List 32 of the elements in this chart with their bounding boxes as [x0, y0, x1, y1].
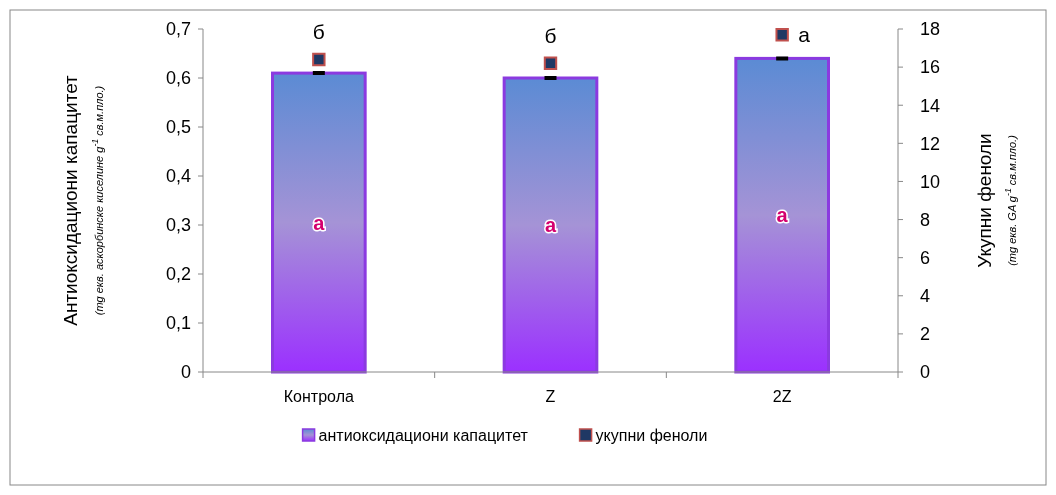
y2-tick-label: 12	[920, 133, 941, 154]
bar	[271, 71, 367, 374]
y-tick-label: 0,2	[165, 264, 191, 285]
y2-tick-label: 2	[920, 324, 931, 345]
y2-tick-label: 8	[920, 209, 931, 230]
y-tick-label: 0,5	[165, 117, 191, 138]
y-tick-label: 0,6	[165, 68, 191, 89]
annotation: а	[313, 211, 326, 234]
annotation: а	[798, 23, 811, 47]
y2-tick-label: 14	[920, 95, 941, 116]
y2-tick-label: 10	[920, 171, 941, 192]
y-tick-label: 0	[180, 362, 191, 383]
legend-label: укупни феноли	[595, 426, 708, 444]
y2-tick-label: 16	[920, 57, 941, 78]
x-tick-label: Z	[545, 388, 556, 405]
annotation: а	[776, 204, 789, 227]
y-tick-label: 0,7	[165, 19, 191, 40]
annotation: б	[312, 19, 325, 43]
y2-tick-label: 18	[920, 19, 941, 40]
bar	[734, 56, 830, 374]
annotation: а	[544, 214, 557, 236]
legend-label: антиоксидациони капацитет	[318, 426, 529, 444]
x-tick-label: Контрола	[283, 388, 354, 405]
y2-tick-label: 4	[920, 286, 931, 307]
y-tick-label: 0,1	[165, 313, 191, 334]
x-tick-label: 2Z	[772, 388, 792, 405]
annotation: б	[544, 23, 557, 47]
y-tick-label: 0,4	[165, 166, 191, 187]
y-tick-label: 0,3	[165, 215, 191, 236]
bar	[502, 76, 599, 374]
y2-tick-label: 6	[920, 247, 931, 268]
y2-tick-label: 0	[920, 362, 931, 383]
